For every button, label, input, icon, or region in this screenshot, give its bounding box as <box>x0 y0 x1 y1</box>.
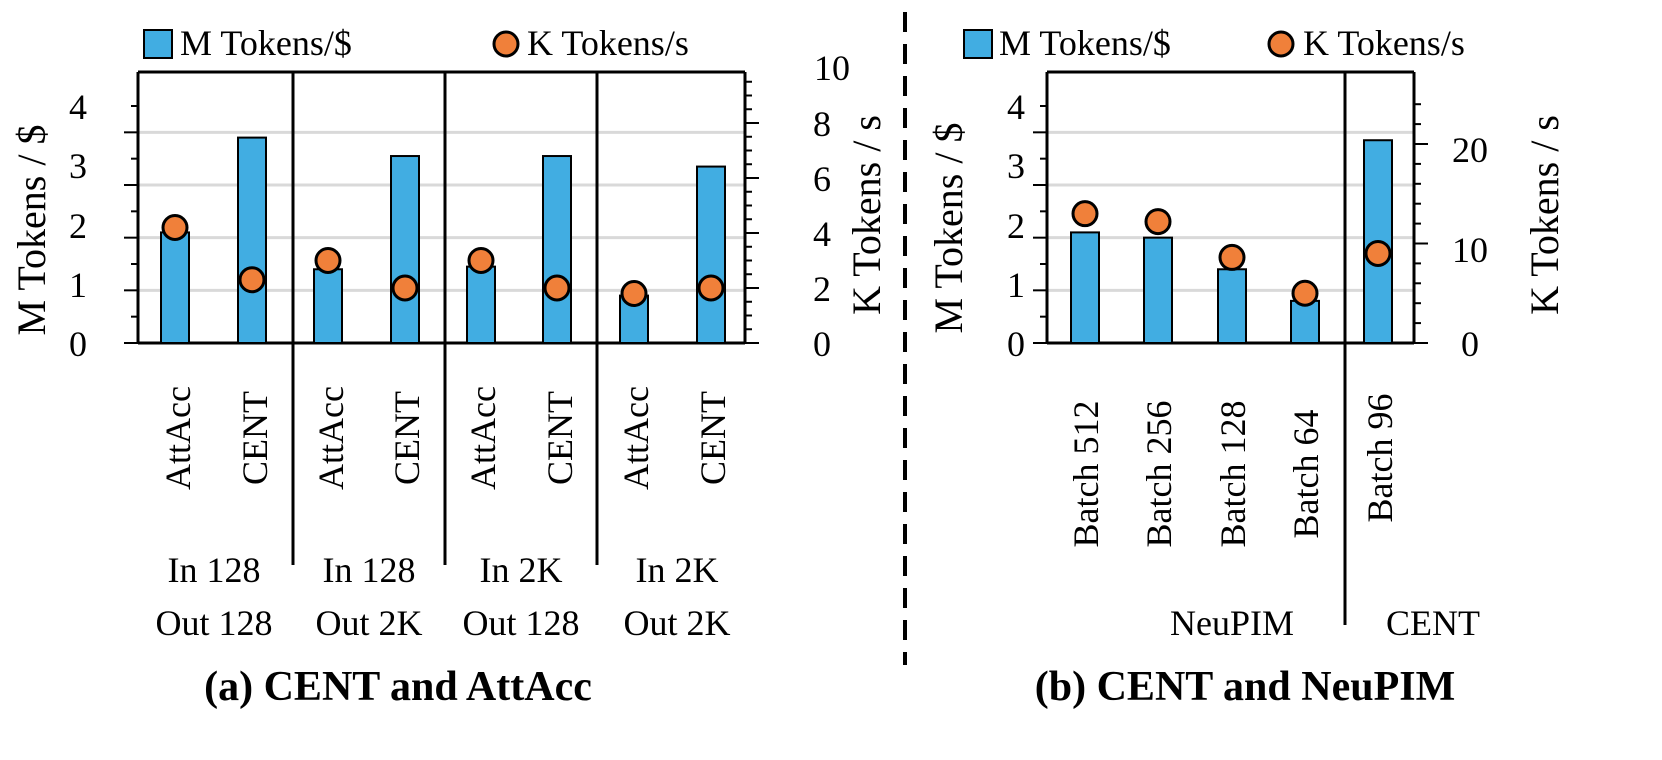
group-label-a: Out 128 <box>463 603 580 643</box>
y2-tick-label-b: 10 <box>1452 230 1488 270</box>
y-tick-label-b: 4 <box>1007 87 1025 127</box>
dot-k-tokens <box>1218 243 1246 271</box>
bar-m-tokens <box>466 265 496 344</box>
group-label-a: Out 2K <box>316 603 423 643</box>
y-tick-label-b: 1 <box>1007 265 1025 305</box>
bar-m-tokens <box>390 155 420 344</box>
panel-a-caption: (a) CENT and AttAcc <box>204 664 592 710</box>
x-tick-label-a: AttAcc <box>158 386 198 490</box>
ticks-a <box>124 80 759 344</box>
y2-tick-label-a: 10 <box>814 48 850 88</box>
y-tick-label-b: 2 <box>1007 206 1025 246</box>
bar-m-tokens <box>542 155 572 344</box>
legend-swatch-m-tokens <box>143 29 173 59</box>
x-tick-label-b: Batch 128 <box>1213 401 1253 548</box>
dot-k-tokens <box>697 274 725 302</box>
dot-k-tokens <box>238 266 266 294</box>
y2-tick-label-a: 4 <box>813 214 831 254</box>
y2-axis-title-b: K Tokens / s <box>1522 115 1567 315</box>
dot-k-tokens <box>620 280 648 307</box>
group-label-a: In 2K <box>480 550 563 590</box>
group-label-a: In 128 <box>168 550 261 590</box>
group-label-a: Out 128 <box>156 603 273 643</box>
bars-a <box>160 136 726 345</box>
dot-k-tokens <box>314 247 342 274</box>
y2-axis-title-a: K Tokens / s <box>844 115 889 315</box>
panel-b-caption: (b) CENT and NeuPIM <box>1035 664 1455 710</box>
y2-tick-label-b: 20 <box>1452 130 1488 170</box>
bar-m-tokens <box>1290 299 1320 345</box>
group-label-a: In 128 <box>323 550 416 590</box>
x-tick-label-b: Batch 256 <box>1139 401 1179 548</box>
y2-tick-label-a: 2 <box>813 269 831 309</box>
x-tick-label-a: AttAcc <box>616 386 656 490</box>
x-tick-label-a: AttAcc <box>463 386 503 490</box>
gridlines-a <box>138 130 745 292</box>
dot-k-tokens <box>161 214 189 241</box>
dots-b <box>1071 200 1392 307</box>
bar-m-tokens <box>160 231 190 344</box>
y-axis-title-b: M Tokens / $ <box>926 123 971 334</box>
dot-k-tokens <box>1144 208 1172 236</box>
x-tick-label-a: CENT <box>693 391 733 485</box>
dots-a <box>161 214 725 307</box>
y-tick-label-a: 2 <box>69 206 87 246</box>
legend-marker-k-tokens <box>492 30 520 58</box>
group-label-b: NeuPIM <box>1170 603 1294 643</box>
bar-m-tokens <box>1217 268 1247 344</box>
x-tick-label-b: Batch 96 <box>1360 394 1400 523</box>
legend-swatch-m-tokens <box>963 29 993 59</box>
y-tick-label-a: 3 <box>69 146 87 186</box>
dot-k-tokens <box>1071 200 1099 228</box>
dot-k-tokens <box>391 274 419 302</box>
bar-m-tokens <box>1070 231 1100 344</box>
y-tick-label-a: 4 <box>69 87 87 127</box>
legend-label-k-tokens: K Tokens/s <box>527 23 689 63</box>
bar-m-tokens <box>696 165 726 344</box>
bar-m-tokens <box>1143 236 1173 345</box>
legend-marker-k-tokens <box>1267 30 1295 58</box>
y2-tick-label-a: 0 <box>813 324 831 364</box>
panel-a: M Tokens/$ K Tokens/s 0 1 2 3 4 0 2 4 6 … <box>9 23 889 710</box>
group-label-b: CENT <box>1386 603 1480 643</box>
dot-k-tokens <box>467 247 495 274</box>
legend-label-m-tokens: M Tokens/$ <box>999 23 1171 63</box>
dot-k-tokens <box>543 274 571 302</box>
dot-k-tokens <box>1364 239 1392 267</box>
y-axis-title-a: M Tokens / $ <box>9 125 54 336</box>
y-tick-label-b: 3 <box>1007 146 1025 186</box>
y-tick-label-b: 0 <box>1007 324 1025 364</box>
group-label-a: In 2K <box>636 550 719 590</box>
y-tick-label-a: 1 <box>69 265 87 305</box>
ticks-b <box>1033 103 1428 344</box>
legend-label-m-tokens: M Tokens/$ <box>180 23 352 63</box>
x-tick-label-a: CENT <box>540 391 580 485</box>
x-tick-label-b: Batch 512 <box>1066 401 1106 548</box>
group-label-a: Out 2K <box>624 603 731 643</box>
x-tick-label-a: CENT <box>235 391 275 485</box>
y2-tick-label-a: 6 <box>813 159 831 199</box>
panel-b: M Tokens/$ K Tokens/s 0 1 2 3 4 0 10 20 … <box>926 23 1567 710</box>
x-tick-label-a: CENT <box>387 391 427 485</box>
x-tick-label-b: Batch 64 <box>1286 410 1326 539</box>
bar-m-tokens <box>313 268 343 344</box>
dot-k-tokens <box>1291 279 1319 307</box>
y2-tick-label-a: 8 <box>813 104 831 144</box>
x-tick-label-a: AttAcc <box>311 386 351 490</box>
bar-m-tokens <box>237 136 267 344</box>
legend-label-k-tokens: K Tokens/s <box>1303 23 1465 63</box>
y2-tick-label-b: 0 <box>1461 324 1479 364</box>
y-tick-label-a: 0 <box>69 324 87 364</box>
